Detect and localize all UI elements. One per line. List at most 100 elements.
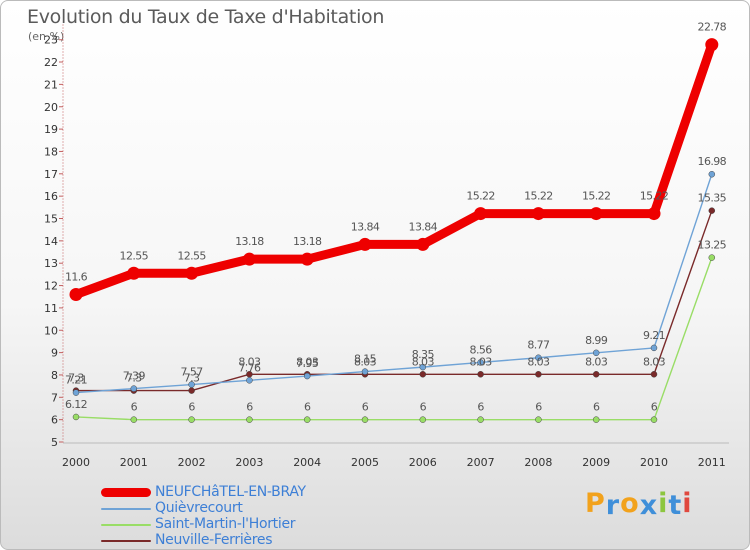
- data-label: 8.03: [412, 355, 435, 368]
- data-point: [300, 252, 314, 266]
- series-line: [75, 209, 713, 392]
- y-axis-unit-label: (en %): [28, 30, 65, 43]
- data-point: [246, 416, 253, 423]
- data-label: 15.22: [524, 190, 553, 203]
- y-tick-label: 13: [44, 257, 58, 270]
- data-label: 8.99: [585, 334, 608, 347]
- y-tick-label: 23: [44, 34, 58, 47]
- y-tick-label: 12: [44, 280, 58, 293]
- data-point: [72, 413, 80, 421]
- data-label: 8.56: [470, 343, 493, 356]
- data-label: 13.84: [409, 220, 438, 233]
- data-point: [592, 416, 600, 423]
- data-point: [127, 266, 141, 280]
- brand-letter: r: [605, 490, 621, 521]
- x-tick-label: 2008: [524, 456, 552, 469]
- data-label: 8.03: [585, 355, 608, 368]
- brand-letter: x: [639, 490, 659, 521]
- data-label: 16.98: [698, 155, 727, 168]
- data-label: 6: [188, 401, 195, 414]
- data-label: 22.78: [698, 21, 727, 34]
- series-line: [75, 173, 713, 394]
- data-point: [535, 371, 542, 378]
- data-label: 13.18: [235, 235, 264, 248]
- data-label: 6: [246, 401, 253, 414]
- x-tick-label: 2011: [698, 456, 726, 469]
- brand-letter: P: [585, 488, 606, 519]
- x-tick-label: 2007: [467, 456, 495, 469]
- data-label: 8.03: [238, 355, 261, 368]
- data-label: 8.03: [527, 355, 550, 368]
- data-label: 15.22: [640, 190, 669, 203]
- data-label: 12.55: [120, 249, 149, 262]
- data-point: [708, 207, 716, 214]
- data-point: [188, 381, 195, 388]
- data-label: 9.21: [643, 329, 665, 342]
- data-point: [358, 237, 372, 251]
- y-tick-label: 9: [51, 347, 58, 360]
- data-point: [650, 371, 658, 378]
- data-point: [130, 416, 138, 423]
- y-tick-label: 14: [44, 235, 58, 248]
- legend-label: Quièvrecourt: [155, 500, 243, 516]
- x-tick-label: 2003: [235, 456, 263, 469]
- y-tick-label: 16: [44, 190, 58, 203]
- data-label: 7.21: [65, 374, 87, 387]
- data-point: [130, 385, 138, 392]
- data-point: [361, 416, 369, 423]
- data-label: 13.18: [293, 235, 322, 248]
- data-point: [531, 207, 545, 221]
- data-point: [242, 252, 256, 266]
- y-tick-label: 22: [44, 56, 58, 69]
- data-point: [477, 416, 484, 423]
- data-point: [419, 363, 427, 371]
- data-label: 6: [362, 401, 369, 414]
- y-tick-label: 11: [44, 302, 58, 315]
- data-point: [705, 38, 719, 52]
- x-tick-label: 2009: [582, 456, 610, 469]
- data-point: [535, 354, 542, 361]
- brand-letter: t: [668, 490, 683, 521]
- data-label: 6.12: [65, 398, 87, 411]
- data-point: [188, 387, 195, 394]
- legend-swatch: [101, 488, 151, 497]
- brand-letter: o: [620, 488, 640, 519]
- x-tick-label: 2000: [62, 456, 90, 469]
- data-label: 8.03: [643, 355, 666, 368]
- legend-swatch: [101, 508, 151, 510]
- x-tick-label: 2002: [178, 456, 206, 469]
- chart-title: Evolution du Taux de Taxe d'Habitation: [27, 6, 385, 28]
- data-label: 6: [651, 401, 658, 414]
- series-line: [71, 40, 717, 299]
- data-point: [419, 416, 427, 423]
- data-point: [185, 266, 199, 280]
- legend-label: NEUFCHâTEL-EN-BRAY: [155, 484, 306, 500]
- data-label: 6: [535, 401, 542, 414]
- legend-item: NEUFCHâTEL-EN-BRAY: [101, 484, 401, 501]
- data-label: 8.03: [354, 355, 377, 368]
- x-tick-label: 2004: [293, 456, 321, 469]
- data-label: 8.77: [527, 339, 550, 352]
- legend: NEUFCHâTEL-EN-BRAY Quièvrecourt Saint-Mart…: [101, 484, 401, 549]
- data-point: [535, 416, 542, 423]
- series-line: [75, 256, 713, 421]
- legend-swatch: [101, 524, 151, 526]
- data-label: 7.95: [296, 357, 319, 370]
- legend-item: Quièvrecourt: [101, 500, 401, 517]
- data-point: [246, 377, 253, 384]
- data-point: [188, 416, 195, 423]
- y-tick-label: 17: [44, 168, 58, 181]
- data-point: [474, 207, 488, 221]
- data-label: 13.25: [698, 239, 727, 252]
- data-point: [650, 344, 658, 352]
- y-tick-label: 5: [51, 436, 58, 449]
- data-label: 12.55: [177, 249, 206, 262]
- data-point: [416, 237, 430, 251]
- data-point: [477, 359, 484, 366]
- y-tick-label: 10: [44, 324, 58, 337]
- data-label: 7.57: [181, 366, 204, 379]
- data-label: 8.15: [354, 353, 377, 366]
- data-point: [650, 416, 658, 423]
- brand-letter: i: [682, 488, 693, 519]
- data-point: [647, 207, 661, 221]
